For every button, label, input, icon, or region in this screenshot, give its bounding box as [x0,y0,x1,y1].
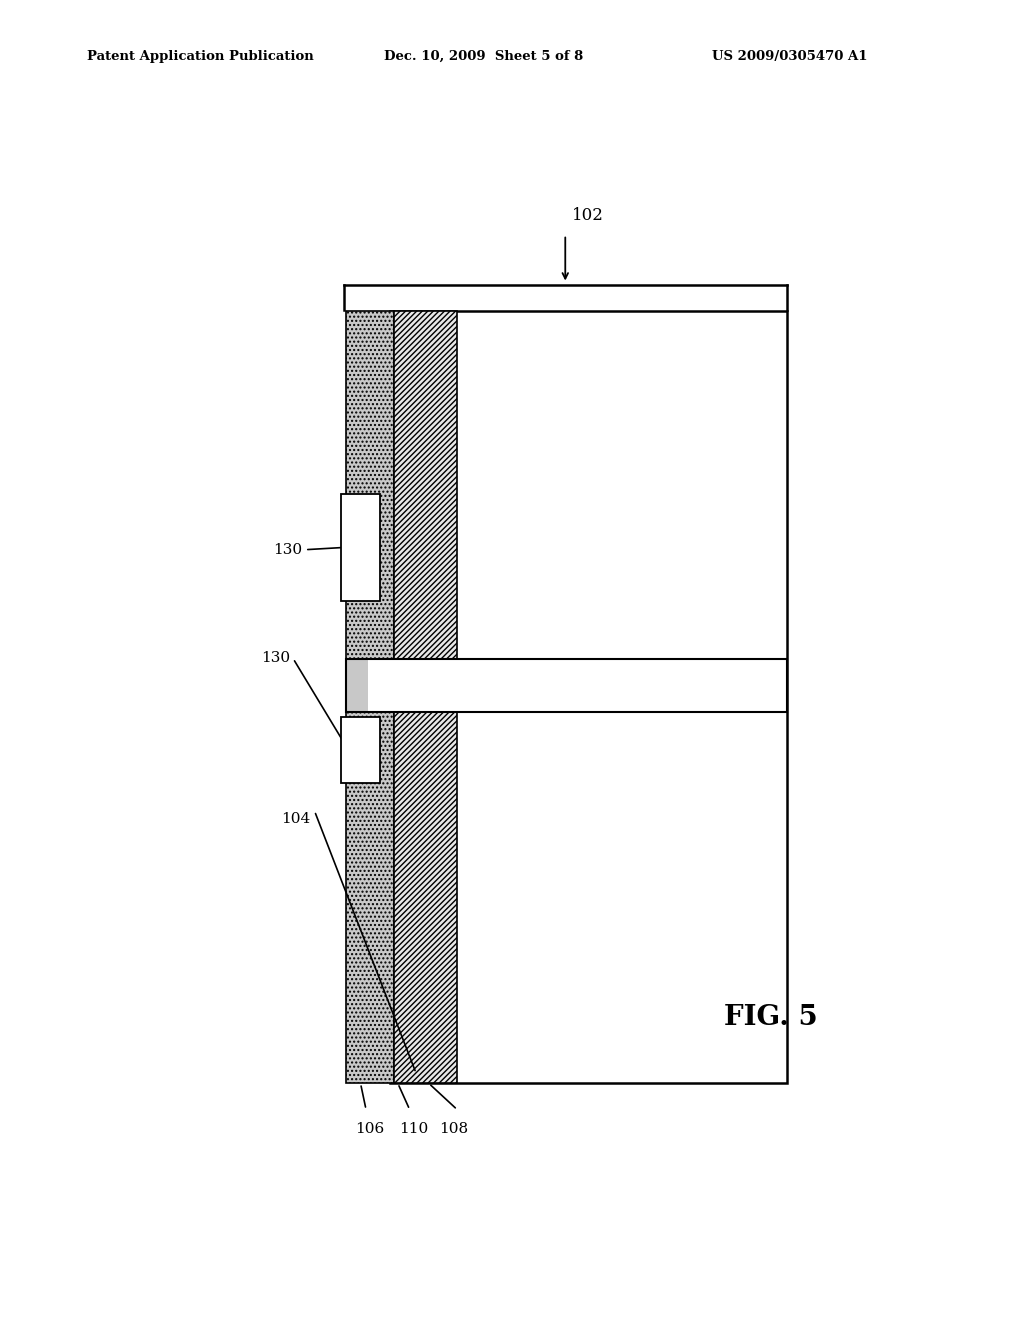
Text: 130: 130 [273,543,303,557]
Text: 102: 102 [572,207,604,224]
Bar [390,312,786,1084]
Text: 130: 130 [261,652,291,665]
Text: 104: 104 [282,812,310,826]
Bar [369,660,786,713]
Bar [346,660,786,713]
Bar [346,312,394,1084]
Bar [346,660,369,713]
Text: Patent Application Publication: Patent Application Publication [87,50,313,63]
Bar [394,312,458,1084]
Text: 108: 108 [439,1122,468,1137]
Text: 106: 106 [355,1122,385,1137]
Text: Dec. 10, 2009  Sheet 5 of 8: Dec. 10, 2009 Sheet 5 of 8 [384,50,584,63]
Bar [341,494,380,601]
Text: 110: 110 [399,1122,428,1137]
Bar [341,718,380,784]
Text: US 2009/0305470 A1: US 2009/0305470 A1 [712,50,867,63]
Text: FIG. 5: FIG. 5 [724,1003,818,1031]
